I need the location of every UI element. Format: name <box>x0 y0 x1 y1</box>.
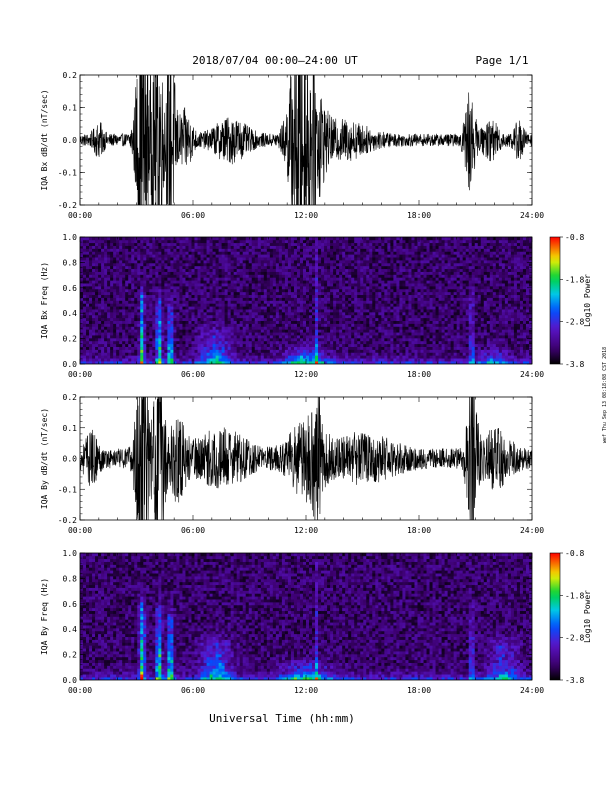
y-tick-label: -0.2 <box>58 516 77 525</box>
y-axis-label: IQA By Freq (Hz) <box>40 578 49 655</box>
x-tick-label: 24:00 <box>520 526 544 535</box>
y-tick-label: -0.1 <box>58 169 77 178</box>
y-tick-label: 0.1 <box>63 104 78 113</box>
x-tick-label: 12:00 <box>294 370 318 379</box>
colorbar <box>550 553 560 680</box>
y-tick-label: 0.1 <box>63 424 78 433</box>
series-line <box>80 4 532 265</box>
heatmap-cells <box>80 553 532 680</box>
colorbar-tick-label: -0.8 <box>565 549 584 558</box>
colorbar-tick-label: -1.8 <box>565 591 584 600</box>
heatmap-cells <box>80 237 532 364</box>
y-tick-label: 0.2 <box>63 651 78 660</box>
x-tick-label: 06:00 <box>181 686 205 695</box>
x-tick-label: 18:00 <box>407 526 431 535</box>
y-tick-label: 0.2 <box>63 335 78 344</box>
y-tick-label: 0.2 <box>63 393 78 402</box>
colorbar-label: Log10 Power <box>583 590 592 643</box>
y-tick-label: 0.0 <box>63 136 78 145</box>
y-tick-label: 0.6 <box>63 284 78 293</box>
x-tick-label: 00:00 <box>68 211 92 220</box>
x-tick-label: 12:00 <box>294 686 318 695</box>
x-axis-label: Universal Time (hh:mm) <box>209 712 355 725</box>
x-tick-label: 18:00 <box>407 211 431 220</box>
bx-spectrogram-panel: -0.8 -1.8 -2.8 -3.8 Log10 Power 00:00 06:00 12:… <box>40 233 592 379</box>
y-tick-label: 0.0 <box>63 360 78 369</box>
colorbar-tick-label: -0.8 <box>565 233 584 242</box>
side-note: wef Thu Sep 13 08:18:08 CST 2018 <box>602 347 608 443</box>
bx-dbdt-panel: 00:00 06:00 12:00 18:00 24:00 -0.2 -0.1 0.0 0.1 0… <box>40 4 544 265</box>
x-tick-label: 18:00 <box>407 370 431 379</box>
colorbar-label: Log10 Power <box>583 274 592 327</box>
x-tick-label: 12:00 <box>294 211 318 220</box>
colorbar-tick-label: -2.8 <box>565 634 584 643</box>
x-tick-label: 24:00 <box>520 211 544 220</box>
x-tick-label: 24:00 <box>520 370 544 379</box>
y-tick-label: 1.0 <box>63 233 78 242</box>
colorbar-tick-label: -2.8 <box>565 318 584 327</box>
x-tick-label: 06:00 <box>181 211 205 220</box>
y-tick-label: 0.2 <box>63 71 78 80</box>
x-tick-label: 00:00 <box>68 526 92 535</box>
page-indicator: Page 1/1 <box>476 54 529 67</box>
y-tick-label: 0.6 <box>63 600 78 609</box>
x-tick-label: 12:00 <box>294 526 318 535</box>
by-spectrogram-panel: -0.8 -1.8 -2.8 -3.8 Log10 Power 00:00 06:00 12:… <box>40 549 592 695</box>
y-tick-label: 0.8 <box>63 574 78 583</box>
colorbar-tick-label: -1.8 <box>565 275 584 284</box>
figure-title: 2018/07/04 00:00–24:00 UT <box>192 54 358 67</box>
y-axis-label: IQA Bx Freq (Hz) <box>40 262 49 339</box>
y-tick-label: 0.4 <box>63 309 78 318</box>
y-axis-label: IQA Bx dB/dt (nT/sec) <box>40 89 49 190</box>
x-tick-label: 06:00 <box>181 526 205 535</box>
y-tick-label: 1.0 <box>63 549 78 558</box>
x-tick-label: 24:00 <box>520 686 544 695</box>
y-tick-label: 0.0 <box>63 676 78 685</box>
y-tick-label: -0.1 <box>58 485 77 494</box>
colorbar <box>550 237 560 364</box>
y-tick-label: 0.0 <box>63 455 78 464</box>
y-axis-label: IQA By dB/dt (nT/sec) <box>40 408 49 509</box>
x-tick-label: 06:00 <box>181 370 205 379</box>
x-tick-label: 18:00 <box>407 686 431 695</box>
y-tick-label: 0.4 <box>63 625 78 634</box>
y-tick-label: -0.2 <box>58 201 77 210</box>
y-tick-label: 0.8 <box>63 258 78 267</box>
colorbar-tick-label: -3.8 <box>565 676 584 685</box>
x-tick-label: 00:00 <box>68 686 92 695</box>
x-tick-label: 00:00 <box>68 370 92 379</box>
by-dbdt-panel: 00:00 06:00 12:00 18:00 24:00 -0.2 -0.1 0.0 0.1 0… <box>40 340 544 575</box>
colorbar-tick-label: -3.8 <box>565 360 584 369</box>
